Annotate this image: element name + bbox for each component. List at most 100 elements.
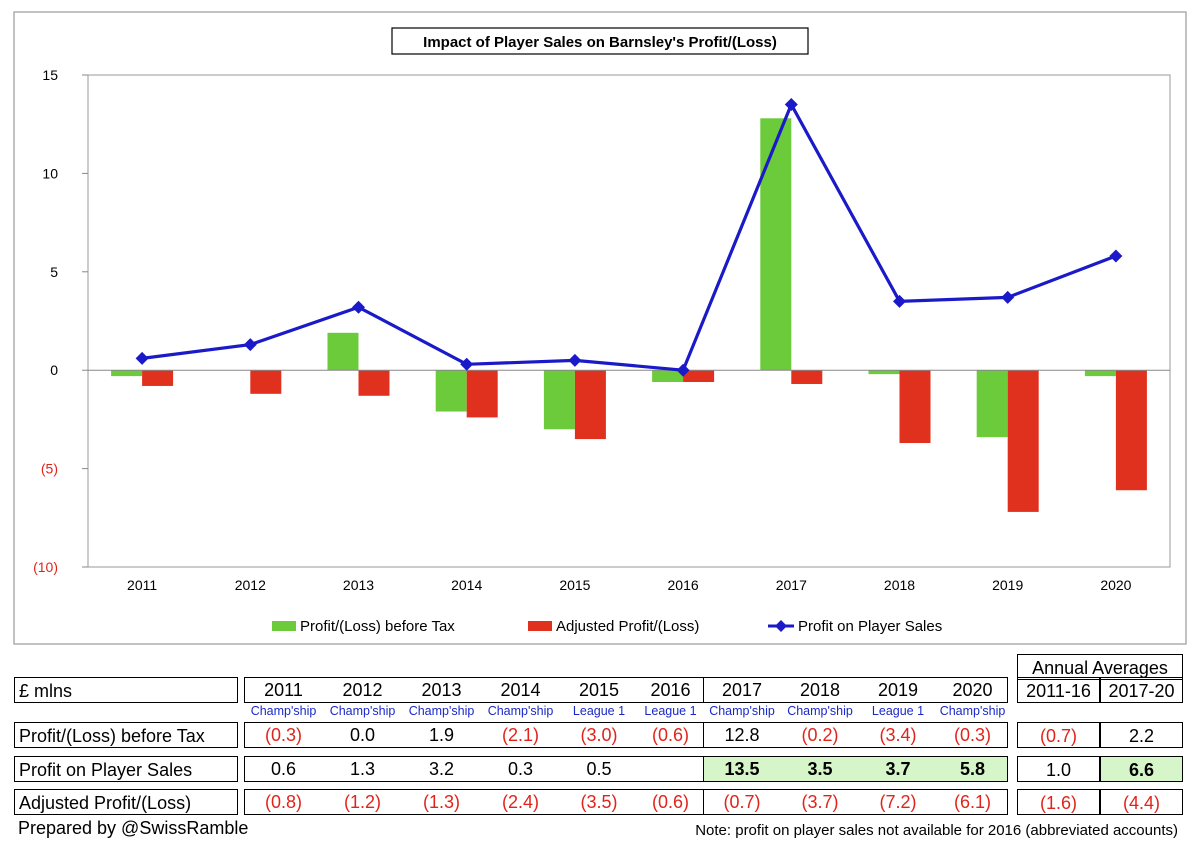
bar-adjusted-profit: [791, 370, 823, 384]
x-tick-label: 2017: [776, 577, 807, 593]
x-tick-label: 2020: [1100, 577, 1131, 593]
table-cell: 1.3: [349, 759, 376, 779]
table-cell: (3.4): [879, 725, 917, 745]
bar-adjusted-profit: [574, 370, 606, 440]
year-header-divider: [703, 677, 704, 703]
chart-title-box: [391, 27, 809, 55]
x-tick-label: 2016: [668, 577, 699, 593]
bar-adjusted-profit: [683, 370, 715, 383]
bar-adjusted-profit: [466, 370, 498, 418]
legend-swatch: [272, 621, 296, 631]
line-marker: [676, 363, 690, 377]
league-label: Champ'ship: [487, 704, 554, 718]
row-box: [244, 722, 1008, 748]
x-tick-label: 2011: [127, 577, 157, 593]
league-label: Champ'ship: [250, 704, 317, 718]
y-tick-label: 5: [50, 264, 58, 280]
y-tick-label: (5): [41, 461, 58, 477]
table-cell: (2.4): [501, 792, 539, 812]
bar-profit-before-tax: [760, 118, 792, 371]
table-cell: 0.3: [507, 759, 534, 779]
league-label: League 1: [572, 704, 626, 718]
table-cell: (0.3): [264, 725, 302, 745]
bars: [111, 118, 1147, 512]
table-cell: 3.2: [428, 759, 455, 779]
year-header-box: [244, 677, 1008, 703]
year-header: 2015: [578, 680, 620, 700]
legend-label: Adjusted Profit/(Loss): [556, 618, 699, 635]
unit-label: £ mlns: [14, 677, 238, 703]
average-cell: (4.4): [1100, 789, 1183, 815]
average-cell: (0.7): [1017, 722, 1100, 748]
legend-swatch: [528, 621, 552, 631]
player-sales-line: [135, 98, 1123, 377]
x-tick-label: 2015: [559, 577, 590, 593]
bar-profit-before-tax: [543, 370, 575, 430]
x-tick-label: 2012: [235, 577, 266, 593]
y-axis-ticks: 15 10 5 0 (5) (10): [33, 67, 88, 575]
bar-profit-before-tax: [652, 370, 684, 383]
league-label: Champ'ship: [939, 704, 1006, 718]
row-divider: [703, 756, 704, 782]
bar-adjusted-profit: [142, 370, 174, 386]
table-cell: 0.0: [349, 725, 376, 745]
table-cell: 5.8: [959, 759, 986, 779]
table-cell: 3.5: [807, 759, 833, 779]
year-header: 2017: [721, 680, 763, 700]
avg-period-header: 2011-16: [1017, 677, 1100, 703]
bar-adjusted-profit: [358, 370, 390, 396]
table-cell: (0.3): [953, 725, 991, 745]
table-cell: (1.2): [343, 792, 381, 812]
year-header: 2018: [799, 680, 841, 700]
year-header: 2019: [877, 680, 919, 700]
year-header: 2011: [264, 680, 303, 700]
row-divider: [703, 789, 704, 815]
series-line: [141, 100, 1117, 372]
highlight-band: [704, 757, 1007, 781]
table-cell: 1.9: [428, 725, 455, 745]
bar-adjusted-profit: [250, 370, 282, 394]
year-header: 2012: [342, 680, 383, 700]
year-header: 2020: [952, 680, 993, 700]
x-tick-label: 2014: [451, 577, 482, 593]
row-divider: [703, 722, 704, 748]
x-tick-label: 2019: [992, 577, 1023, 593]
table-cell: 12.8: [724, 725, 760, 745]
row-label: Profit on Player Sales: [14, 756, 238, 782]
table-cell: (7.2): [879, 792, 917, 812]
legend: Profit/(Loss) before Tax Adjusted Profit/…: [272, 618, 942, 635]
table-cell: (0.6): [651, 725, 689, 745]
row-label: Adjusted Profit/(Loss): [14, 789, 238, 815]
y-tick-label: 15: [42, 67, 58, 83]
average-cell: 6.6: [1100, 756, 1183, 782]
bar-profit-before-tax: [435, 370, 467, 412]
league-label: Champ'ship: [709, 704, 775, 718]
bar-profit-before-tax: [868, 370, 900, 375]
line-marker: [893, 294, 906, 308]
row-label: Profit/(Loss) before Tax: [14, 722, 238, 748]
y-tick-label: 0: [50, 362, 58, 378]
x-tick-label: 2018: [884, 577, 915, 593]
footer-note: Note: profit on player sales not availab…: [695, 822, 1178, 839]
line-marker: [135, 351, 149, 365]
table-cell: (3.7): [801, 792, 839, 812]
y-tick-label: 10: [42, 165, 58, 181]
line-marker: [243, 338, 257, 352]
league-label: League 1: [871, 704, 925, 718]
league-label: Champ'ship: [787, 704, 853, 718]
line-marker: [1001, 290, 1015, 304]
year-header: 2014: [500, 680, 541, 700]
legend-label: Profit on Player Sales: [798, 618, 942, 635]
year-header: 2016: [650, 680, 691, 700]
table-cell: 13.5: [724, 759, 760, 779]
table-cell: (2.1): [501, 725, 539, 745]
table-cell: (0.2): [801, 725, 839, 745]
bar-adjusted-profit: [1007, 370, 1039, 512]
league-label: League 1: [644, 704, 697, 718]
league-label: Champ'ship: [329, 704, 396, 718]
line-marker: [460, 357, 474, 371]
table-cell: (1.3): [422, 792, 460, 812]
table-cell: (0.7): [723, 792, 761, 812]
table-cell: (3.0): [580, 725, 618, 745]
row-box: [244, 756, 1008, 782]
